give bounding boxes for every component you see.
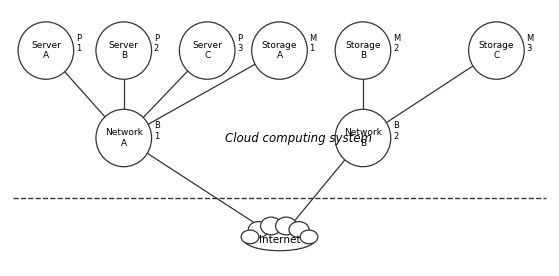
Ellipse shape: [468, 22, 524, 79]
Text: B
2: B 2: [393, 121, 399, 141]
Text: M
2: M 2: [393, 34, 400, 54]
Ellipse shape: [96, 109, 151, 167]
Text: P
1: P 1: [76, 34, 81, 54]
Text: Network
A: Network A: [105, 128, 143, 148]
Text: Server
B: Server B: [109, 41, 139, 60]
Ellipse shape: [179, 22, 235, 79]
Text: B
1: B 1: [154, 121, 160, 141]
Ellipse shape: [96, 22, 151, 79]
Text: M
3: M 3: [527, 34, 534, 54]
Text: Storage
B: Storage B: [345, 41, 381, 60]
Ellipse shape: [289, 222, 309, 237]
Text: Storage
C: Storage C: [479, 41, 514, 60]
Ellipse shape: [18, 22, 74, 79]
Ellipse shape: [260, 217, 282, 235]
Ellipse shape: [276, 217, 297, 235]
Text: Cloud computing system: Cloud computing system: [225, 131, 372, 145]
Ellipse shape: [335, 22, 391, 79]
Text: Internet: Internet: [259, 235, 300, 245]
Ellipse shape: [248, 222, 268, 237]
Ellipse shape: [252, 22, 307, 79]
Ellipse shape: [335, 109, 391, 167]
Ellipse shape: [241, 230, 259, 244]
Text: Server
C: Server C: [192, 41, 222, 60]
Ellipse shape: [300, 230, 318, 244]
Ellipse shape: [243, 227, 316, 251]
Text: Storage
A: Storage A: [262, 41, 297, 60]
Text: P
3: P 3: [237, 34, 243, 54]
Text: M
1: M 1: [310, 34, 317, 54]
Text: P
2: P 2: [154, 34, 159, 54]
Text: Network
B: Network B: [344, 128, 382, 148]
Text: Server
A: Server A: [31, 41, 61, 60]
